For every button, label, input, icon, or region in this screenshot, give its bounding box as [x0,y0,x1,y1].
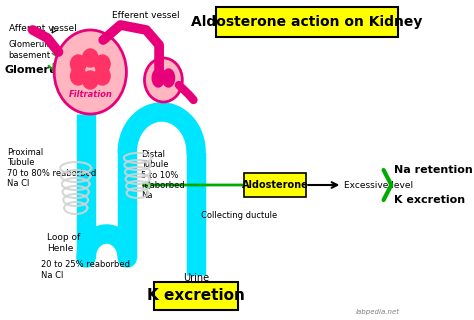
Text: Distal
Tubule
5 to 10%
reaborbed
Na: Distal Tubule 5 to 10% reaborbed Na [141,150,185,200]
FancyBboxPatch shape [216,7,398,37]
Circle shape [95,67,110,85]
FancyBboxPatch shape [244,173,306,197]
Text: Collecting ductule: Collecting ductule [201,211,277,220]
Text: Na retention: Na retention [394,165,473,175]
Circle shape [71,67,86,85]
Ellipse shape [163,69,174,87]
Circle shape [82,49,98,67]
Circle shape [54,30,127,114]
Text: Glomerulus: Glomerulus [4,65,75,75]
Text: Filtration: Filtration [68,90,112,99]
Text: Glomerular
basement: Glomerular basement [9,40,56,60]
Circle shape [95,55,110,73]
Text: 20 to 25% reaborbed
Na Cl: 20 to 25% reaborbed Na Cl [41,260,130,280]
Text: Aldosterone action on Kidney: Aldosterone action on Kidney [191,15,423,29]
Text: Excessive level: Excessive level [344,180,413,189]
Circle shape [145,58,182,102]
Text: Efferent vessel: Efferent vessel [112,11,180,20]
Text: labpedia.net: labpedia.net [356,309,400,315]
Circle shape [71,55,86,73]
Text: Proximal
Tubule
70 to 80% reaborbed
Na Cl: Proximal Tubule 70 to 80% reaborbed Na C… [7,148,96,188]
Text: Afferent vessel: Afferent vessel [9,23,76,33]
Text: Aldosterone: Aldosterone [242,180,309,190]
Text: K excretion: K excretion [147,289,245,303]
Text: Urine: Urine [183,273,209,283]
Text: K excretion: K excretion [394,195,465,205]
Ellipse shape [152,69,164,87]
Circle shape [82,71,98,89]
Text: Loop of
Henle: Loop of Henle [47,233,81,253]
FancyBboxPatch shape [155,282,238,310]
